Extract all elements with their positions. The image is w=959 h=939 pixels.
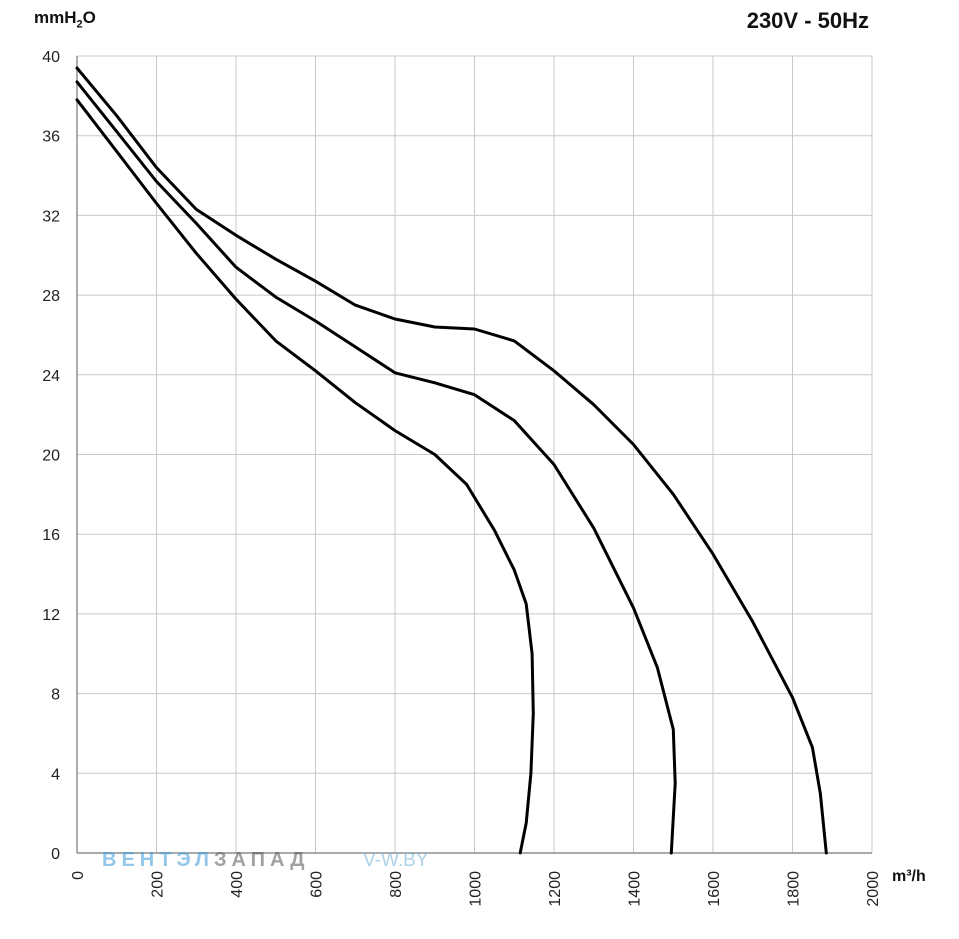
y-unit-subscript: 2 <box>76 18 83 31</box>
x-tick-label: 200 <box>150 871 167 898</box>
watermark-brand-part1: ВЕНТЭЛ <box>102 849 214 871</box>
x-tick-label: 1200 <box>547 871 564 907</box>
y-tick-label: 28 <box>42 288 60 305</box>
y-tick-label: 0 <box>51 846 60 863</box>
x-tick-label: 1600 <box>706 871 723 907</box>
y-tick-label: 20 <box>42 448 60 465</box>
x-tick-label: 1400 <box>627 871 644 907</box>
x-tick-label: 2000 <box>865 871 882 907</box>
chart-title: 230V - 50Hz <box>746 8 869 33</box>
y-tick-label: 36 <box>42 129 60 146</box>
x-tick-label: 1800 <box>786 871 803 907</box>
x-axis-unit: m³/h <box>892 868 926 885</box>
watermark-brand-part2: ЗАПАД <box>213 849 310 871</box>
y-tick-label: 8 <box>51 687 60 704</box>
x-tick-label: 1000 <box>468 871 485 907</box>
y-tick-label: 24 <box>42 368 60 385</box>
series-line-2 <box>75 80 677 855</box>
x-tick-label: 600 <box>309 871 326 898</box>
y-axis-unit: mmH2O <box>34 8 96 30</box>
x-tick-label: 400 <box>229 871 246 898</box>
y-unit-main: mmH <box>34 8 77 27</box>
y-unit-tail: O <box>82 8 96 27</box>
watermark-brand: ВЕНТЭЛЗАПАД <box>102 849 309 872</box>
axes <box>76 56 872 854</box>
y-tick-label: 16 <box>42 527 60 544</box>
watermark-url: V-W.BY <box>363 850 429 871</box>
y-tick-label: 4 <box>51 766 60 783</box>
series-line-3 <box>75 66 828 855</box>
series-group <box>75 66 828 855</box>
x-tick-label: 0 <box>70 871 87 880</box>
y-tick-label: 40 <box>42 49 60 66</box>
y-tick-label: 12 <box>42 607 60 624</box>
x-tick-label: 800 <box>388 871 405 898</box>
series-line-1 <box>75 98 535 855</box>
y-tick-label: 32 <box>42 208 60 225</box>
grid <box>76 55 873 854</box>
